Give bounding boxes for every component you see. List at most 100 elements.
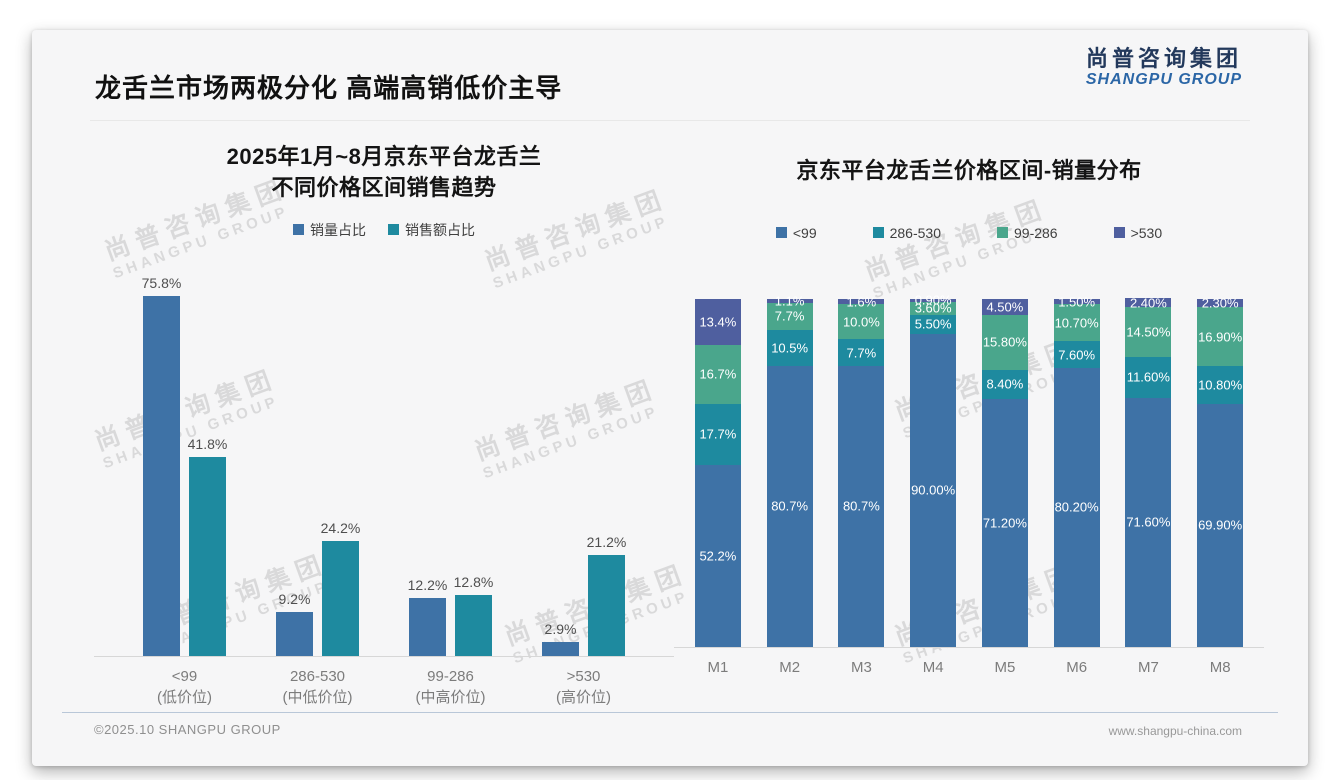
bar: 24.2% — [321, 520, 360, 656]
bar: 12.2% — [408, 577, 447, 656]
segment-value-label: 10.70% — [1054, 315, 1099, 331]
segment-value-label: 7.7% — [774, 308, 805, 324]
slide-card: 尚普咨询集团 SHANGPU GROUP 尚普咨询集团 SHANGPU GROUP 尚普… — [32, 30, 1308, 766]
bar: 2.9% — [542, 621, 579, 656]
stacked-bar: 80.7% 10.5% 7.7% 1.1% — [766, 293, 813, 647]
segment-value-label: 80.20% — [1054, 499, 1099, 515]
right-category-labels: M1 M2 M3 M4 M5 M6 M7 M8 — [674, 657, 1264, 679]
stack-segment: 15.80% — [981, 314, 1028, 370]
category-label: M7 — [1137, 658, 1159, 676]
bar-group: 9.2% 24.2% — [276, 520, 360, 656]
stacked-bar: 80.20% 7.60% 10.70% 1.50% — [1053, 294, 1100, 647]
category-label: >530 (高价位) — [556, 667, 611, 707]
legend-swatch — [872, 227, 884, 239]
bar-value-label: 41.8% — [187, 436, 228, 453]
stack-segment: 1.50% — [1053, 294, 1100, 309]
stack-segment: 17.7% — [694, 403, 741, 466]
stack-segment: 80.7% — [766, 366, 813, 647]
left-x-axis-line — [94, 655, 674, 657]
bar-value-label: 75.8% — [141, 274, 182, 291]
category-label: M5 — [994, 658, 1016, 676]
bar-value-label: 2.9% — [544, 620, 577, 637]
segment-value-label: 52.2% — [699, 548, 737, 564]
category-label: M3 — [850, 658, 872, 676]
legend-item: >530 — [1113, 224, 1163, 241]
stack-segment: 0.90% — [910, 293, 957, 308]
category-label: M6 — [1066, 658, 1088, 676]
segment-value-label: 0.90% — [914, 292, 952, 308]
bar-group-slot: 2.9% 21.2% — [517, 272, 650, 656]
stack-segment: 5.50% — [910, 314, 957, 334]
stacked-bar-slot: 69.90% 10.80% 16.90% 2.30% — [1184, 296, 1256, 647]
bar-value-label: 21.2% — [586, 533, 627, 550]
stack-segment: 71.20% — [981, 399, 1028, 647]
stack-segment: 7.7% — [766, 302, 813, 330]
stacked-bar: 71.20% 8.40% 15.80% 4.50% — [981, 299, 1028, 647]
segment-value-label: 15.80% — [982, 334, 1027, 350]
bar-group: 75.8% 41.8% — [142, 275, 227, 656]
segment-value-label: 17.7% — [699, 426, 737, 442]
stack-segment: 7.60% — [1053, 341, 1100, 368]
bar-group: 2.9% 21.2% — [542, 534, 626, 656]
segment-value-label: 16.7% — [699, 366, 737, 382]
stack-segment: 69.90% — [1197, 403, 1244, 647]
stack-segment: 8.40% — [981, 369, 1028, 399]
segment-value-label: 11.60% — [1126, 369, 1170, 385]
legend-swatch — [775, 227, 787, 239]
logo-en-text: SHANGPU GROUP — [1085, 71, 1242, 89]
stack-segment: 13.4% — [694, 298, 741, 346]
stacked-bar: 69.90% 10.80% 16.90% 2.30% — [1197, 296, 1244, 647]
stacked-bar-slot: 80.7% 10.5% 7.7% 1.1% — [754, 293, 826, 647]
stack-segment: 14.50% — [1125, 306, 1172, 358]
stack-segment: 10.70% — [1053, 304, 1100, 342]
segment-value-label: 7.7% — [846, 345, 877, 361]
bar: 75.8% — [142, 275, 181, 656]
stack-segment: 2.40% — [1125, 295, 1172, 310]
stacked-bar: 52.2% 17.7% 16.7% 13.4% — [694, 298, 741, 647]
stack-segment: 90.00% — [910, 333, 957, 647]
stack-segment: 1.6% — [838, 294, 885, 309]
stack-segment: 80.20% — [1053, 367, 1100, 647]
segment-value-label: 10.80% — [1198, 377, 1243, 393]
legend-label: >530 — [1130, 224, 1163, 241]
segment-value-label: 80.7% — [771, 498, 809, 514]
segment-value-label: 1.1% — [774, 293, 805, 309]
stacked-bar-chart: 京东平台龙舌兰价格区间-销量分布 <99 286-530 99-286 >530 52… — [674, 142, 1264, 679]
bar: 41.8% — [188, 436, 227, 656]
stacked-bar-slot: 90.00% 5.50% 3.60% 0.90% — [897, 293, 969, 647]
right-chart-title: 京东平台龙舌兰价格区间-销量分布 — [796, 158, 1142, 183]
legend-label: 销售额占比 — [405, 221, 475, 238]
bar-group: 12.2% 12.8% — [408, 574, 493, 656]
legend-item: 286-530 — [872, 225, 941, 241]
stack-segment: 10.0% — [838, 304, 885, 340]
stacked-bars-area: 52.2% 17.7% 16.7% 13.4% 80.7% 10.5% 7.7% 1.1% 80… — [674, 293, 1264, 647]
bar-value-label: 12.8% — [453, 573, 494, 590]
segment-value-label: 1.50% — [1058, 294, 1096, 310]
footer-copyright: ©2025.10 SHANGPU GROUP — [94, 722, 281, 737]
segment-value-label: 10.0% — [842, 314, 880, 330]
segment-value-label: 80.7% — [842, 498, 880, 514]
stack-segment: 16.90% — [1197, 307, 1244, 366]
left-chart-title: 2025年1月~8月京东平台龙舌兰 不同价格区间销售趋势 — [226, 144, 542, 200]
bar-value-label: 24.2% — [320, 519, 361, 536]
company-logo: 尚普咨询集团 SHANGPU GROUP — [1086, 46, 1242, 90]
stack-segment: 52.2% — [694, 465, 741, 647]
category-label: <99 (低价位) — [157, 667, 212, 707]
grouped-bar-chart: 2025年1月~8月京东平台龙舌兰 不同价格区间销售趋势 销量占比 销售额占比 7… — [94, 142, 674, 709]
legend-item: 销售额占比 — [388, 220, 475, 240]
category-label: M4 — [922, 658, 944, 676]
stacked-bar: 90.00% 5.50% 3.60% 0.90% — [910, 293, 957, 647]
footer-website: www.shangpu-china.com — [1108, 724, 1242, 738]
stacked-bar: 71.60% 11.60% 14.50% 2.40% — [1125, 295, 1172, 647]
right-chart-legend: <99 286-530 99-286 >530 — [674, 225, 1264, 241]
bar-value-label: 12.2% — [407, 576, 448, 593]
footer-separator — [62, 712, 1278, 713]
legend-swatch — [293, 224, 304, 236]
stack-segment: 11.60% — [1125, 357, 1172, 398]
segment-value-label: 16.90% — [1198, 329, 1243, 344]
segment-value-label: 1.6% — [846, 294, 877, 310]
stacked-bar-slot: 71.60% 11.60% 14.50% 2.40% — [1113, 295, 1185, 647]
segment-value-label: 2.40% — [1129, 295, 1167, 311]
legend-item: <99 — [775, 225, 817, 241]
